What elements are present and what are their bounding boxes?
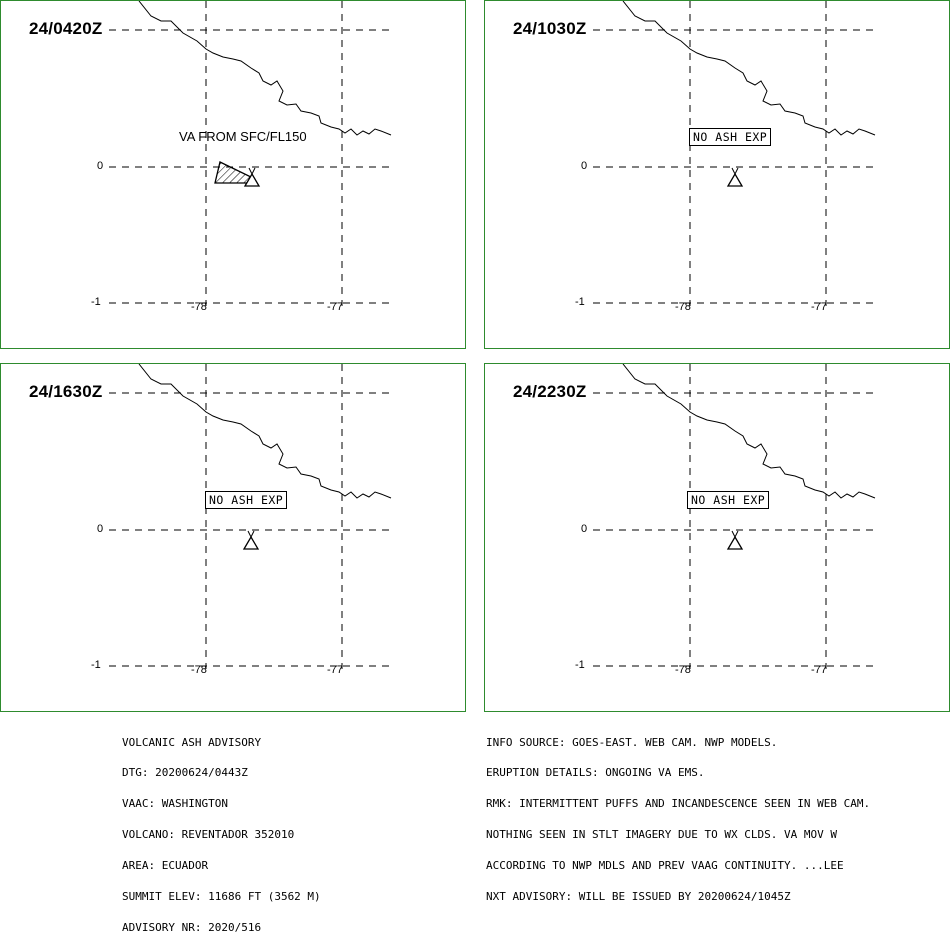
advisory-line: ERUPTION DETAILS: ONGOING VA EMS. — [486, 766, 705, 780]
advisory-line: VAAC: WASHINGTON — [122, 797, 228, 811]
volcano-triangle — [242, 535, 260, 550]
volcano-icon — [726, 530, 744, 550]
advisory-line: RMK: INTERMITTENT PUFFS AND INCANDESCENC… — [486, 797, 871, 811]
map-canvas — [593, 364, 876, 669]
coastline — [622, 1, 876, 136]
lat-tick-minus1: -1 — [91, 659, 101, 671]
volcano-triangle — [243, 172, 261, 187]
lat-tick-minus1: -1 — [575, 659, 585, 671]
coastline — [138, 364, 392, 499]
volcano-plume — [247, 530, 255, 539]
valid-time: 24/0420Z — [29, 19, 103, 38]
ash-area — [214, 161, 254, 184]
volcano-triangle — [726, 535, 744, 550]
volcano-icon — [243, 167, 261, 187]
ash-label: NO ASH EXP — [687, 491, 770, 509]
lon-tick-77: -77 — [811, 664, 827, 676]
lat-tick-0: 0 — [581, 160, 588, 172]
lat-tick-minus1: -1 — [91, 296, 101, 308]
lat-tick-minus1: -1 — [575, 296, 585, 308]
valid-time: 24/2230Z — [513, 382, 587, 401]
advisory-line: ADVISORY NR: 2020/516 — [122, 920, 262, 934]
lon-tick-77: -77 — [327, 301, 343, 313]
advisory-line: SUMMIT ELEV: 11686 FT (3562 M) — [122, 890, 321, 904]
ash-label: NO ASH EXP — [689, 128, 772, 146]
lon-tick-78: -78 — [675, 301, 691, 313]
lat-tick-0: 0 — [97, 523, 104, 535]
map-canvas — [109, 364, 392, 669]
advisory-line: VOLCANO: REVENTADOR 352010 — [122, 828, 295, 842]
valid-time: 24/1630Z — [29, 382, 103, 401]
map-panel: 24/2230Z 0 -1 -78 -77 NO ASH EXP — [484, 363, 950, 712]
advisory-line: ACCORDING TO NWP MDLS AND PREV VAAG CONT… — [486, 859, 844, 873]
lat-tick-0: 0 — [97, 160, 104, 172]
lon-tick-77: -77 — [811, 301, 827, 313]
ash-label: VA FROM SFC/FL150 — [179, 129, 307, 144]
map-panel: 24/0420Z 0 -1 -78 -77 VA FROM SFC/FL150 — [0, 0, 466, 349]
coastline — [138, 1, 392, 136]
volcano-triangle — [726, 172, 744, 187]
map-panel: 24/1030Z 0 -1 -78 -77 NO ASH EXP — [484, 0, 950, 349]
coastline — [622, 364, 876, 499]
map-canvas — [593, 1, 876, 306]
advisory-left-block: VOLCANIC ASH ADVISORY DTG: 20200624/0443… — [122, 717, 321, 944]
volcano-icon — [242, 530, 260, 550]
valid-time: 24/1030Z — [513, 19, 587, 38]
volcano-plume — [731, 530, 739, 539]
advisory-line: AREA: ECUADOR — [122, 859, 209, 873]
ash-polygon — [214, 161, 254, 184]
map-panel: 24/1630Z 0 -1 -78 -77 NO ASH EXP — [0, 363, 466, 712]
map-canvas — [109, 1, 392, 306]
volcano-icon — [726, 167, 744, 187]
lon-tick-78: -78 — [191, 664, 207, 676]
lat-tick-0: 0 — [581, 523, 588, 535]
advisory-right-block: INFO SOURCE: GOES-EAST. WEB CAM. NWP MOD… — [486, 717, 870, 913]
advisory-line: VOLCANIC ASH ADVISORY — [122, 735, 262, 749]
volcano-plume — [731, 167, 739, 176]
advisory-line: NXT ADVISORY: WILL BE ISSUED BY 20200624… — [486, 890, 791, 904]
volcano-plume — [248, 167, 256, 176]
lon-tick-78: -78 — [675, 664, 691, 676]
advisory-line: INFO SOURCE: GOES-EAST. WEB CAM. NWP MOD… — [486, 735, 778, 749]
advisory-line: DTG: 20200624/0443Z — [122, 766, 248, 780]
ash-label: NO ASH EXP — [205, 491, 288, 509]
advisory-line: NOTHING SEEN IN STLT IMAGERY DUE TO WX C… — [486, 828, 837, 842]
lon-tick-78: -78 — [191, 301, 207, 313]
lon-tick-77: -77 — [327, 664, 343, 676]
